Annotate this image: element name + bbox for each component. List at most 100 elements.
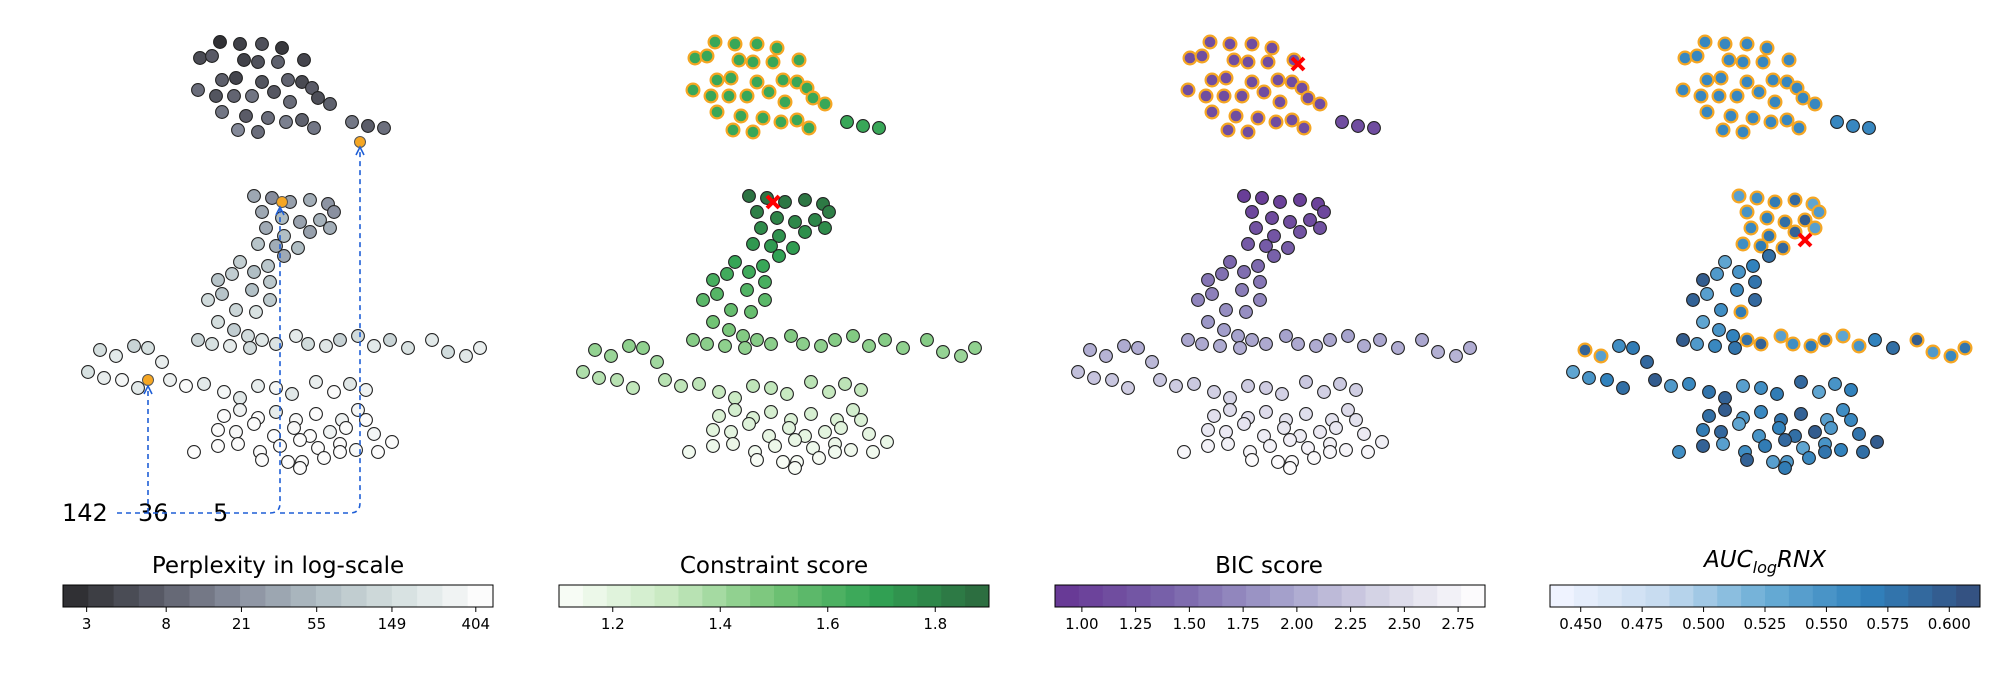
data-point xyxy=(1303,213,1317,227)
colorbar-segment xyxy=(702,585,727,607)
data-point xyxy=(817,96,833,112)
data-point xyxy=(772,249,786,263)
data-point xyxy=(1690,337,1704,351)
colorbar-segment xyxy=(917,585,942,607)
bic-colorbar-ticks: 1.00 1.25 1.50 1.75 2.00 2.25 2.50 2.75 xyxy=(1065,607,1475,633)
data-point xyxy=(1300,90,1316,106)
data-point xyxy=(1217,323,1231,337)
data-point xyxy=(1415,333,1429,347)
data-point xyxy=(1773,328,1789,344)
data-point xyxy=(804,407,818,421)
data-point xyxy=(1195,337,1209,351)
data-point xyxy=(1862,121,1876,135)
data-point xyxy=(1341,403,1355,417)
auc-scatter xyxy=(1566,34,1973,475)
data-point xyxy=(1259,381,1273,395)
data-point xyxy=(305,81,319,95)
arrow-head xyxy=(143,384,153,395)
data-point xyxy=(1228,108,1244,124)
data-point xyxy=(237,53,251,67)
data-point xyxy=(798,193,812,207)
perplexity-colorbar xyxy=(62,584,494,608)
data-point xyxy=(1341,329,1355,343)
perplexity-colorbar-ticks: 3 8 21 55 149 404 xyxy=(82,607,490,633)
colorbar-tick-label: 0.525 xyxy=(1744,615,1787,633)
data-point xyxy=(1293,193,1307,207)
data-point xyxy=(1765,72,1781,88)
data-point xyxy=(746,379,760,393)
data-point xyxy=(141,341,155,355)
colorbar-segment xyxy=(1437,585,1462,607)
bic-colorbar xyxy=(1054,584,1486,608)
data-point xyxy=(1293,225,1307,239)
data-point xyxy=(674,379,688,393)
data-point xyxy=(251,237,265,251)
data-point xyxy=(822,385,836,399)
data-point xyxy=(229,425,243,439)
data-point xyxy=(1648,373,1662,387)
colorbar-tick-label: 0.550 xyxy=(1805,615,1848,633)
data-point xyxy=(1577,342,1593,358)
data-point xyxy=(307,121,321,135)
data-point xyxy=(293,461,307,475)
data-point xyxy=(846,329,860,343)
data-point xyxy=(1253,293,1267,307)
selected-point xyxy=(276,196,288,208)
data-point xyxy=(231,123,245,137)
colorbar-segment xyxy=(1270,585,1295,607)
data-point xyxy=(283,95,297,109)
data-point xyxy=(261,111,275,125)
colorbar-segment xyxy=(606,585,632,607)
data-point xyxy=(610,373,624,387)
data-point xyxy=(1216,88,1232,104)
colorbar-segment xyxy=(1932,585,1957,607)
data-point xyxy=(277,229,291,243)
data-point xyxy=(1566,365,1580,379)
data-point xyxy=(1772,421,1786,435)
data-point xyxy=(822,205,836,219)
colorbar-title: AUClogRNX xyxy=(1702,547,1827,577)
data-point xyxy=(247,265,261,279)
data-point xyxy=(703,88,719,104)
data-point xyxy=(217,385,231,399)
data-point xyxy=(862,427,876,441)
data-point xyxy=(1245,205,1259,219)
colorbar-tick-label: 2.75 xyxy=(1441,615,1474,633)
colorbar-segment xyxy=(1126,585,1152,607)
data-point xyxy=(233,37,247,51)
data-point xyxy=(1241,379,1255,393)
data-point xyxy=(1759,40,1775,56)
data-point xyxy=(1301,441,1315,455)
data-point xyxy=(1868,333,1882,347)
data-point xyxy=(791,52,807,68)
data-point xyxy=(604,349,618,363)
data-point xyxy=(866,445,880,459)
colorbar-tick-label: 0.600 xyxy=(1928,615,1971,633)
data-point xyxy=(323,221,337,235)
data-point xyxy=(1699,104,1715,120)
colorbar-segment xyxy=(1836,585,1862,607)
data-point xyxy=(1699,72,1715,88)
data-point xyxy=(1218,70,1234,86)
title-subscript: log xyxy=(1753,558,1777,577)
data-point xyxy=(1267,229,1281,243)
data-point xyxy=(277,249,291,263)
colorbar-segment xyxy=(315,585,342,607)
data-point xyxy=(1323,445,1337,459)
colorbar-segment xyxy=(189,585,216,607)
data-point xyxy=(1431,345,1445,359)
constraint-colorbar xyxy=(558,584,990,608)
data-point xyxy=(1259,405,1273,419)
data-point xyxy=(1250,110,1266,126)
colorbar-tick-label: 21 xyxy=(232,615,251,633)
auc-panel: AUClogRNX 0.450 0.475 0.500 0.525 0.550 0.575… xyxy=(1549,34,1981,633)
data-point xyxy=(742,417,756,431)
colorbar-segment xyxy=(1693,585,1718,607)
data-point xyxy=(1313,425,1327,439)
data-point xyxy=(1886,341,1900,355)
selected-point xyxy=(142,374,154,386)
colorbar-tick-label: 404 xyxy=(461,615,490,633)
data-point xyxy=(1851,338,1867,354)
data-point xyxy=(786,241,800,255)
